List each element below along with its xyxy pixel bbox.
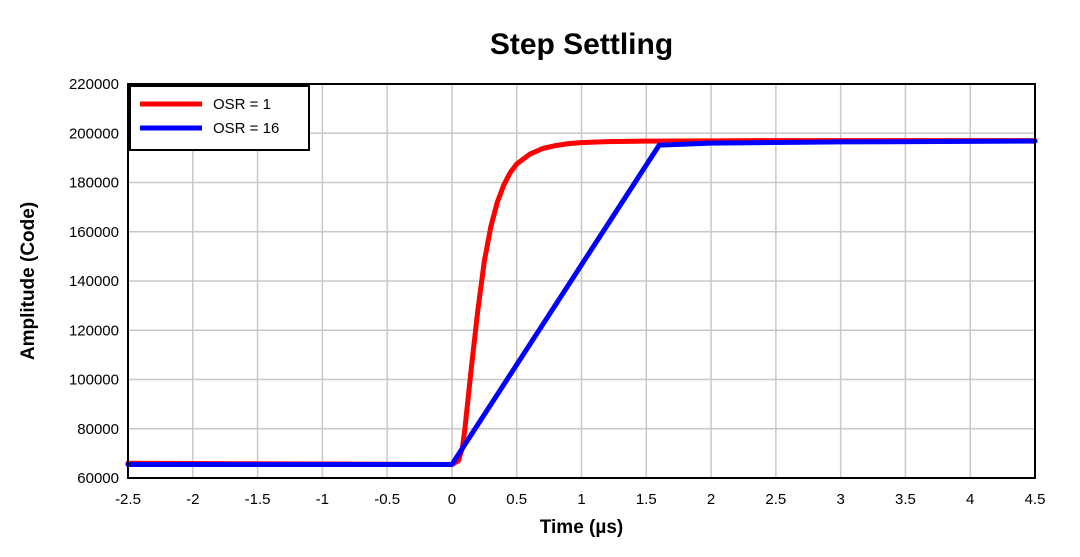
x-tick-label: 2.5 (765, 491, 786, 508)
legend-label-2: OSR = 16 (213, 120, 279, 137)
y-tick-label: 220000 (69, 76, 119, 93)
x-tick-label: 4 (966, 491, 974, 508)
y-tick-label: 200000 (69, 125, 119, 142)
x-tick-label: 0.5 (506, 491, 527, 508)
x-tick-label: -2 (186, 491, 199, 508)
x-tick-label: 1.5 (636, 491, 657, 508)
x-tick-labels: -2.5 -2 -1.5 -1 -0.5 0 0.5 1 1.5 2 2.5 3 3.5 4 4.5 (115, 491, 1045, 508)
y-tick-label: 80000 (77, 421, 119, 438)
series-line-2 (125, 138, 1038, 467)
x-axis-label: Time (µs) (540, 517, 623, 538)
x-tick-label: -1.5 (245, 491, 271, 508)
x-tick-label: -0.5 (374, 491, 400, 508)
legend-box (129, 85, 310, 151)
legend: OSR = 1 OSR = 16 (129, 85, 310, 151)
y-tick-label: 60000 (77, 470, 119, 487)
y-tick-label: 120000 (69, 322, 119, 339)
x-tick-label: -1 (316, 491, 329, 508)
x-tick-label: 1 (577, 491, 585, 508)
x-tick-label: 3.5 (895, 491, 916, 508)
x-tick-label: -2.5 (115, 491, 141, 508)
grid (127, 83, 1036, 479)
series-lines (125, 138, 1038, 467)
x-tick-label: 2 (707, 491, 715, 508)
y-tick-label: 100000 (69, 372, 119, 389)
legend-label-1: OSR = 1 (213, 96, 271, 113)
x-tick-label: 3 (836, 491, 844, 508)
y-tick-labels: 60000 80000 100000 120000 140000 160000 180000… (69, 76, 119, 487)
y-tick-label: 160000 (69, 224, 119, 241)
x-tick-label: 4.5 (1025, 491, 1046, 508)
x-tick-label: 0 (448, 491, 456, 508)
plot-frame (127, 83, 1036, 479)
y-tick-label: 140000 (69, 273, 119, 290)
chart-title: Step Settling (490, 28, 673, 61)
y-axis-label: Amplitude (Code) (18, 202, 39, 360)
y-tick-label: 180000 (69, 175, 119, 192)
